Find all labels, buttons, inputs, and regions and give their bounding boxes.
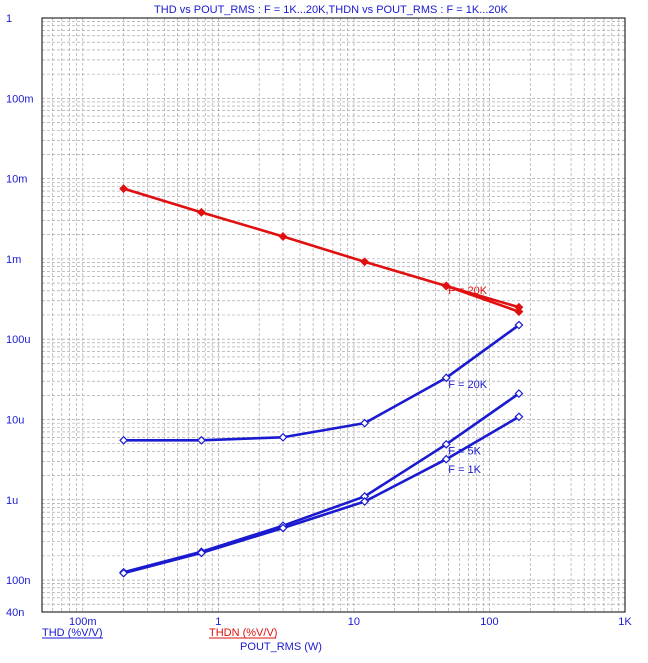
x-tick-label: 1 bbox=[215, 616, 221, 628]
x-axis-label: POUT_RMS (W) bbox=[240, 641, 322, 653]
y-tick-label: 100m bbox=[6, 93, 34, 105]
series-line bbox=[445, 284, 520, 313]
data-point-marker bbox=[196, 207, 206, 217]
data-point-marker bbox=[441, 373, 451, 383]
y-tick-label: 10u bbox=[6, 414, 24, 426]
series-line bbox=[123, 415, 520, 575]
data-point-marker bbox=[360, 497, 370, 506]
data-point-marker bbox=[278, 432, 288, 442]
data-point-marker bbox=[514, 412, 524, 422]
legend-label: THDN (%V/V) bbox=[209, 627, 277, 639]
data-point-marker bbox=[196, 435, 206, 445]
x-axis-ticks: 100m 1 10 100 1K bbox=[69, 616, 632, 628]
y-tick-label: 100u bbox=[6, 334, 30, 346]
data-point-marker bbox=[119, 435, 129, 445]
x-tick-label: 100m bbox=[69, 616, 97, 628]
series-annotation: F = 20K bbox=[448, 379, 487, 391]
legend: THD (%V/V) THDN (%V/V) bbox=[42, 627, 277, 639]
series-group bbox=[119, 184, 524, 578]
data-point-marker bbox=[119, 184, 129, 194]
series-annotation: F = 1K bbox=[448, 464, 481, 476]
series-annotations: F = 20K F = 20K F = 5K F = 1K bbox=[448, 285, 487, 476]
data-point-marker bbox=[360, 418, 370, 428]
data-point-marker bbox=[278, 523, 288, 533]
x-tick-label: 10 bbox=[348, 616, 360, 628]
data-point-marker bbox=[360, 257, 370, 267]
legend-label: THD (%V/V) bbox=[42, 627, 103, 639]
x-tick-label: 1K bbox=[618, 616, 632, 628]
data-point-marker bbox=[514, 320, 524, 330]
data-point-marker bbox=[119, 568, 129, 578]
y-tick-label: 1 bbox=[6, 13, 12, 25]
data-point-marker bbox=[196, 548, 206, 558]
chart-grid bbox=[41, 17, 626, 613]
x-tick-label: 100 bbox=[480, 616, 498, 628]
y-tick-label: 1m bbox=[6, 254, 21, 266]
y-tick-label: 40n bbox=[6, 607, 24, 619]
data-point-marker bbox=[441, 454, 451, 464]
y-axis-ticks: 1 100m 10m 1m 100u 10u 1u 100n 40n bbox=[6, 13, 34, 619]
data-point-marker bbox=[514, 389, 524, 399]
series-annotation: F = 5K bbox=[448, 445, 481, 457]
series-line bbox=[123, 323, 520, 442]
plot-frame bbox=[41, 17, 626, 613]
data-point-marker bbox=[441, 439, 451, 449]
chart-title: THD vs POUT_RMS : F = 1K...20K,THDN vs P… bbox=[154, 4, 509, 16]
data-point-marker bbox=[514, 307, 524, 317]
data-point-marker bbox=[278, 232, 288, 241]
series-annotation: F = 20K bbox=[448, 285, 487, 297]
data-point-marker bbox=[441, 281, 451, 291]
y-tick-label: 1u bbox=[6, 495, 18, 507]
y-tick-label: 100n bbox=[6, 575, 30, 587]
y-tick-label: 10m bbox=[6, 174, 27, 186]
